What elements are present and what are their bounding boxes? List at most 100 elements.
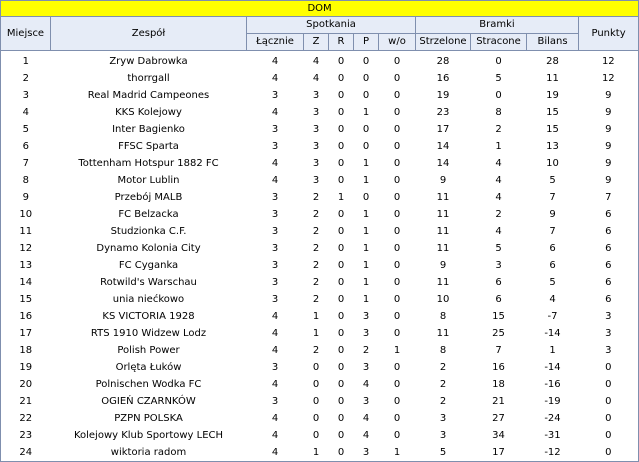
team-cell: Motor Lublin xyxy=(117,175,180,186)
table-row: 2 thorrgall 4 4 0 0 0 16 5 11 12 xyxy=(1,70,639,87)
team-cell: Real Madrid Campeones xyxy=(87,90,210,101)
wins-cell: 1 xyxy=(312,328,320,339)
losses-cell: 0 xyxy=(362,73,370,84)
balance-cell: -19 xyxy=(544,396,561,407)
losses-cell: 3 xyxy=(362,447,370,458)
team-cell: Dynamo Kolonia City xyxy=(96,243,201,254)
walkovers-cell: 1 xyxy=(393,345,401,356)
table-row: 1 Zryw Dabrowka 4 4 0 0 0 28 0 28 12 xyxy=(1,51,639,71)
rank-cell: 15 xyxy=(19,294,33,305)
losses-cell: 0 xyxy=(362,124,370,135)
balance-cell: 4 xyxy=(549,294,556,305)
rank-cell: 9 xyxy=(22,192,29,203)
team-cell: Tottenham Hotspur 1882 FC xyxy=(78,158,219,169)
team-cell: Polnischen Wodka FC xyxy=(95,379,202,390)
draws-cell: 0 xyxy=(337,158,345,169)
points-cell: 6 xyxy=(605,277,612,288)
wins-cell: 3 xyxy=(312,158,320,169)
wins-cell: 2 xyxy=(312,243,320,254)
scored-cell: 11 xyxy=(436,209,450,220)
walkovers-cell: 0 xyxy=(393,260,401,271)
losses-cell: 3 xyxy=(362,362,370,373)
conceded-cell: 2 xyxy=(495,124,502,135)
conceded-cell: 1 xyxy=(495,141,502,152)
rank-cell: 11 xyxy=(19,226,33,237)
rank-cell: 1 xyxy=(22,56,29,67)
sub-header-row: Łącznie Z R P w/o Strzelone Stracone Bil… xyxy=(1,33,639,51)
total-cell: 4 xyxy=(271,175,279,186)
rank-cell: 3 xyxy=(22,90,29,101)
team-cell: PZPN POLSKA xyxy=(114,413,183,424)
total-cell: 4 xyxy=(271,311,279,322)
header-team: Zespół xyxy=(50,16,247,51)
table-row: 6 FFSC Sparta 3 3 0 0 0 14 1 13 9 xyxy=(1,138,639,155)
table-row: 19 Orlęta Łuków 3 0 0 3 0 2 16 -14 0 xyxy=(1,359,639,376)
scored-cell: 11 xyxy=(436,328,450,339)
total-cell: 3 xyxy=(271,141,279,152)
draws-cell: 0 xyxy=(337,209,345,220)
conceded-cell: 5 xyxy=(495,243,502,254)
scored-cell: 9 xyxy=(439,175,447,186)
points-cell: 9 xyxy=(605,175,612,186)
wins-cell: 2 xyxy=(312,345,320,356)
team-cell: FFSC Sparta xyxy=(118,141,179,152)
draws-cell: 0 xyxy=(337,413,345,424)
balance-cell: 13 xyxy=(546,141,559,152)
balance-cell: 11 xyxy=(546,73,559,84)
draws-cell: 0 xyxy=(337,277,345,288)
points-cell: 6 xyxy=(605,243,612,254)
team-cell: RTS 1910 Widzew Lodz xyxy=(90,328,207,339)
losses-cell: 3 xyxy=(362,311,370,322)
table-row: 4 KKS Kolejowy 4 3 0 1 0 23 8 15 9 xyxy=(1,104,639,121)
conceded-cell: 25 xyxy=(492,328,505,339)
rank-cell: 12 xyxy=(19,243,33,254)
wins-cell: 3 xyxy=(312,107,320,118)
total-cell: 3 xyxy=(271,294,279,305)
walkovers-cell: 0 xyxy=(393,73,401,84)
wins-cell: 3 xyxy=(312,175,320,186)
draws-cell: 0 xyxy=(337,430,345,441)
draws-cell: 0 xyxy=(337,73,345,84)
balance-cell: -24 xyxy=(544,413,561,424)
total-cell: 4 xyxy=(271,379,279,390)
header-rank: Miejsce xyxy=(0,16,51,51)
scored-cell: 11 xyxy=(436,192,450,203)
scored-cell: 14 xyxy=(436,141,450,152)
balance-cell: 15 xyxy=(546,124,559,135)
total-cell: 4 xyxy=(271,56,279,67)
points-cell: 0 xyxy=(605,430,612,441)
table-row: 8 Motor Lublin 4 3 0 1 0 9 4 5 9 xyxy=(1,172,639,189)
points-cell: 0 xyxy=(605,447,612,458)
conceded-cell: 4 xyxy=(495,226,502,237)
table-row: 12 Dynamo Kolonia City 3 2 0 1 0 11 5 6 6 xyxy=(1,240,639,257)
balance-cell: -7 xyxy=(547,311,558,322)
scored-cell: 8 xyxy=(439,345,447,356)
losses-cell: 1 xyxy=(362,226,370,237)
conceded-cell: 6 xyxy=(495,277,502,288)
walkovers-cell: 0 xyxy=(393,107,401,118)
balance-cell: 7 xyxy=(549,192,556,203)
rank-cell: 14 xyxy=(19,277,33,288)
team-cell: Inter Bagienko xyxy=(112,124,185,135)
draws-cell: 0 xyxy=(337,379,345,390)
points-cell: 6 xyxy=(605,226,612,237)
points-cell: 9 xyxy=(605,124,612,135)
wins-cell: 3 xyxy=(312,141,320,152)
draws-cell: 0 xyxy=(337,90,345,101)
banner-label: DOM xyxy=(0,0,639,17)
scored-cell: 2 xyxy=(439,379,447,390)
total-cell: 3 xyxy=(271,243,279,254)
walkovers-cell: 0 xyxy=(393,396,401,407)
wins-cell: 2 xyxy=(312,192,320,203)
group-header-row: Miejsce Zespół Spotkania Bramki Punkty xyxy=(0,16,639,51)
rank-cell: 10 xyxy=(19,209,33,220)
rank-cell: 8 xyxy=(22,175,29,186)
header-balance: Bilans xyxy=(526,33,579,51)
points-cell: 12 xyxy=(601,56,615,67)
total-cell: 4 xyxy=(271,345,279,356)
losses-cell: 1 xyxy=(362,277,370,288)
rank-cell: 23 xyxy=(19,430,33,441)
wins-cell: 2 xyxy=(312,209,320,220)
draws-cell: 0 xyxy=(337,260,345,271)
